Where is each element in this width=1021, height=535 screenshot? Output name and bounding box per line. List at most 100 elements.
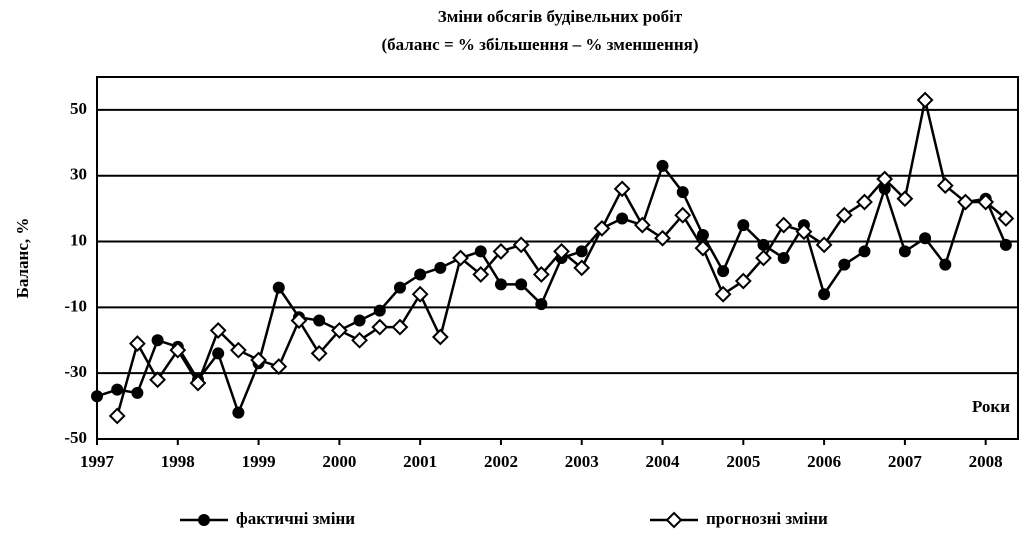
x-tick-label: 1998	[161, 452, 195, 471]
legend-marker	[198, 514, 210, 526]
data-point	[535, 298, 548, 311]
data-point	[878, 182, 891, 195]
data-point	[896, 190, 914, 208]
data-point	[717, 265, 730, 278]
x-annotation: Роки	[972, 397, 1010, 416]
series-line	[96, 163, 1008, 417]
data-point	[919, 232, 932, 245]
data-point	[676, 186, 689, 199]
data-point	[272, 281, 285, 294]
data-point	[212, 347, 225, 360]
data-point	[939, 258, 952, 271]
data-point	[815, 236, 833, 254]
x-tick-label: 2008	[969, 452, 1003, 471]
data-point	[633, 216, 651, 234]
data-point	[452, 249, 469, 267]
data-point	[108, 407, 126, 425]
data-point	[818, 288, 831, 301]
data-point	[656, 159, 669, 172]
data-point	[654, 229, 671, 247]
data-point	[391, 318, 409, 336]
data-point	[189, 374, 207, 392]
y-tick-label: 10	[70, 230, 87, 249]
data-point	[431, 328, 449, 346]
data-point	[916, 91, 934, 109]
data-point	[111, 383, 124, 396]
data-point	[734, 272, 752, 290]
data-point	[472, 266, 490, 283]
data-point	[91, 390, 103, 403]
y-tick-label: 30	[70, 165, 87, 184]
data-point	[856, 193, 873, 211]
data-point	[494, 278, 507, 291]
data-point	[434, 261, 447, 274]
data-point	[128, 335, 146, 352]
data-point	[250, 351, 267, 369]
data-point	[393, 281, 406, 294]
data-point	[353, 314, 366, 327]
data-point	[232, 406, 245, 419]
x-tick-label: 2004	[646, 452, 681, 471]
y-axis-label: Баланс, %	[13, 218, 32, 299]
data-point	[696, 228, 709, 241]
legend-label: фактичні зміни	[236, 509, 355, 528]
data-point	[492, 243, 510, 260]
data-point	[313, 314, 326, 327]
data-point	[694, 239, 712, 257]
data-point	[674, 206, 692, 224]
data-point	[616, 212, 629, 225]
data-point	[553, 243, 570, 260]
data-point	[714, 285, 732, 303]
data-point	[330, 321, 348, 339]
x-tick-label: 2003	[565, 452, 599, 471]
data-point	[373, 304, 386, 317]
data-point	[131, 386, 144, 399]
x-tick-label: 1997	[80, 452, 115, 471]
data-point	[777, 252, 790, 264]
y-tick-label: -50	[64, 428, 87, 447]
data-point	[936, 177, 954, 195]
data-point	[151, 334, 164, 347]
data-point	[532, 266, 550, 283]
data-point	[775, 216, 793, 234]
legend-marker	[665, 511, 683, 529]
data-point	[957, 193, 974, 211]
y-tick-label: -30	[64, 362, 87, 381]
data-point	[290, 312, 308, 329]
data-point	[977, 193, 995, 211]
x-tick-label: 2007	[888, 452, 923, 471]
data-point	[795, 223, 813, 241]
data-point	[575, 245, 588, 258]
x-tick-label: 2001	[403, 452, 437, 471]
data-point	[414, 268, 427, 281]
x-tick-label: 2006	[807, 452, 841, 471]
data-point	[755, 249, 772, 267]
data-point	[835, 206, 853, 224]
data-point	[737, 219, 750, 232]
legend-label: прогнозні зміни	[706, 509, 828, 528]
data-point	[838, 258, 851, 271]
data-point	[898, 245, 911, 258]
data-point	[997, 210, 1015, 227]
chart-title: Зміни обсягів будівельних робіт	[438, 7, 683, 26]
x-tick-label: 2000	[322, 452, 356, 471]
x-tick-label: 2002	[484, 452, 518, 471]
data-point	[757, 238, 770, 251]
data-point	[593, 219, 611, 237]
data-point	[512, 236, 530, 254]
x-tick-label: 2005	[726, 452, 760, 471]
data-point	[515, 278, 528, 291]
data-point	[229, 341, 247, 359]
data-point	[149, 371, 167, 389]
data-point	[613, 180, 631, 198]
data-point	[351, 331, 368, 349]
data-point	[209, 321, 227, 339]
data-point	[573, 259, 591, 277]
y-tick-label: 50	[70, 99, 87, 118]
data-point	[310, 345, 328, 362]
data-point	[411, 285, 429, 303]
data-point	[999, 238, 1012, 251]
data-point	[371, 318, 389, 336]
y-tick-label: -10	[64, 296, 87, 315]
